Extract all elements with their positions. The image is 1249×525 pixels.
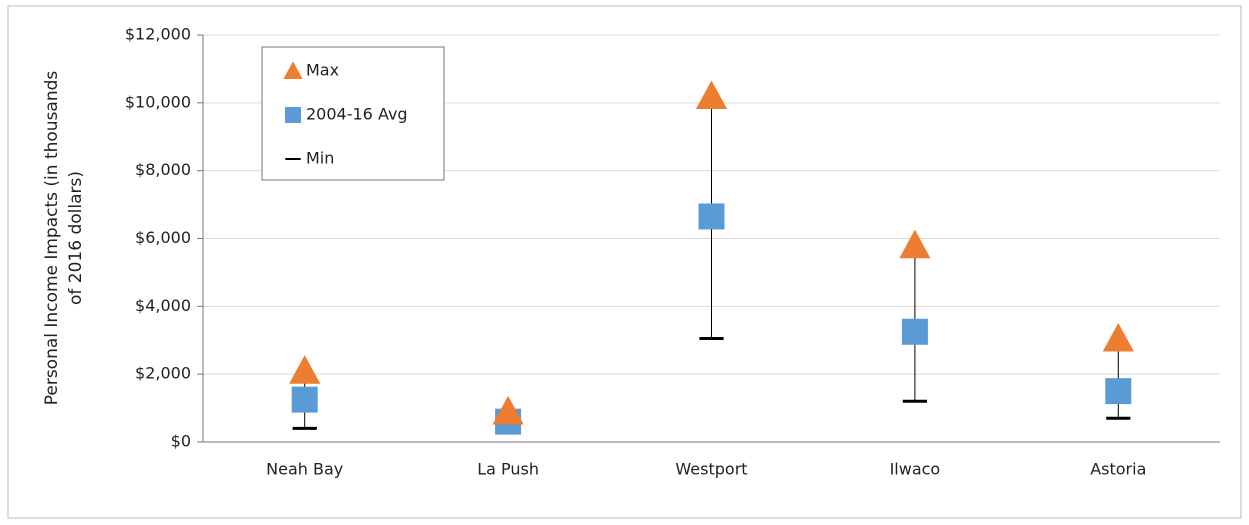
legend-label: Min — [306, 149, 334, 168]
y-tick-label: $10,000 — [125, 92, 191, 111]
max-marker — [289, 355, 321, 384]
legend-marker — [285, 107, 301, 123]
y-axis-label: Personal Income Impacts (in thousands of… — [42, 71, 86, 406]
avg-marker — [698, 203, 725, 230]
max-marker — [899, 229, 931, 259]
legend-marker — [283, 61, 303, 79]
y-tick-label: $8,000 — [135, 160, 191, 179]
max-marker — [695, 80, 728, 110]
x-tick-label: Westport — [675, 460, 747, 479]
x-tick-label: Ilwaco — [890, 460, 941, 479]
x-tick-label: La Push — [477, 460, 539, 479]
y-tick-label: $4,000 — [135, 296, 191, 315]
y-axis-label-line: Personal Income Impacts (in thousands — [42, 71, 62, 406]
avg-marker — [1105, 378, 1132, 405]
y-tick-label: $0 — [171, 432, 191, 451]
y-tick-label: $12,000 — [125, 25, 191, 44]
legend-label: 2004-16 Avg — [306, 105, 408, 124]
y-tick-label: $6,000 — [135, 228, 191, 247]
legend-label: Max — [306, 61, 339, 80]
y-axis-label-line: of 2016 dollars) — [66, 171, 86, 305]
x-tick-label: Neah Bay — [266, 460, 343, 479]
max-marker — [492, 395, 524, 425]
legend: Max 2004-16 Avg Min — [261, 46, 445, 181]
x-tick-label: Astoria — [1090, 460, 1146, 479]
max-marker — [1102, 322, 1134, 352]
avg-marker — [901, 318, 928, 345]
y-tick-label: $2,000 — [135, 364, 191, 383]
chart-border — [7, 5, 1242, 519]
avg-marker — [291, 386, 318, 413]
